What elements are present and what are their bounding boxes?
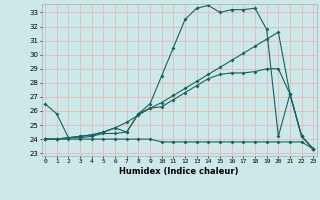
X-axis label: Humidex (Indice chaleur): Humidex (Indice chaleur) xyxy=(119,167,239,176)
